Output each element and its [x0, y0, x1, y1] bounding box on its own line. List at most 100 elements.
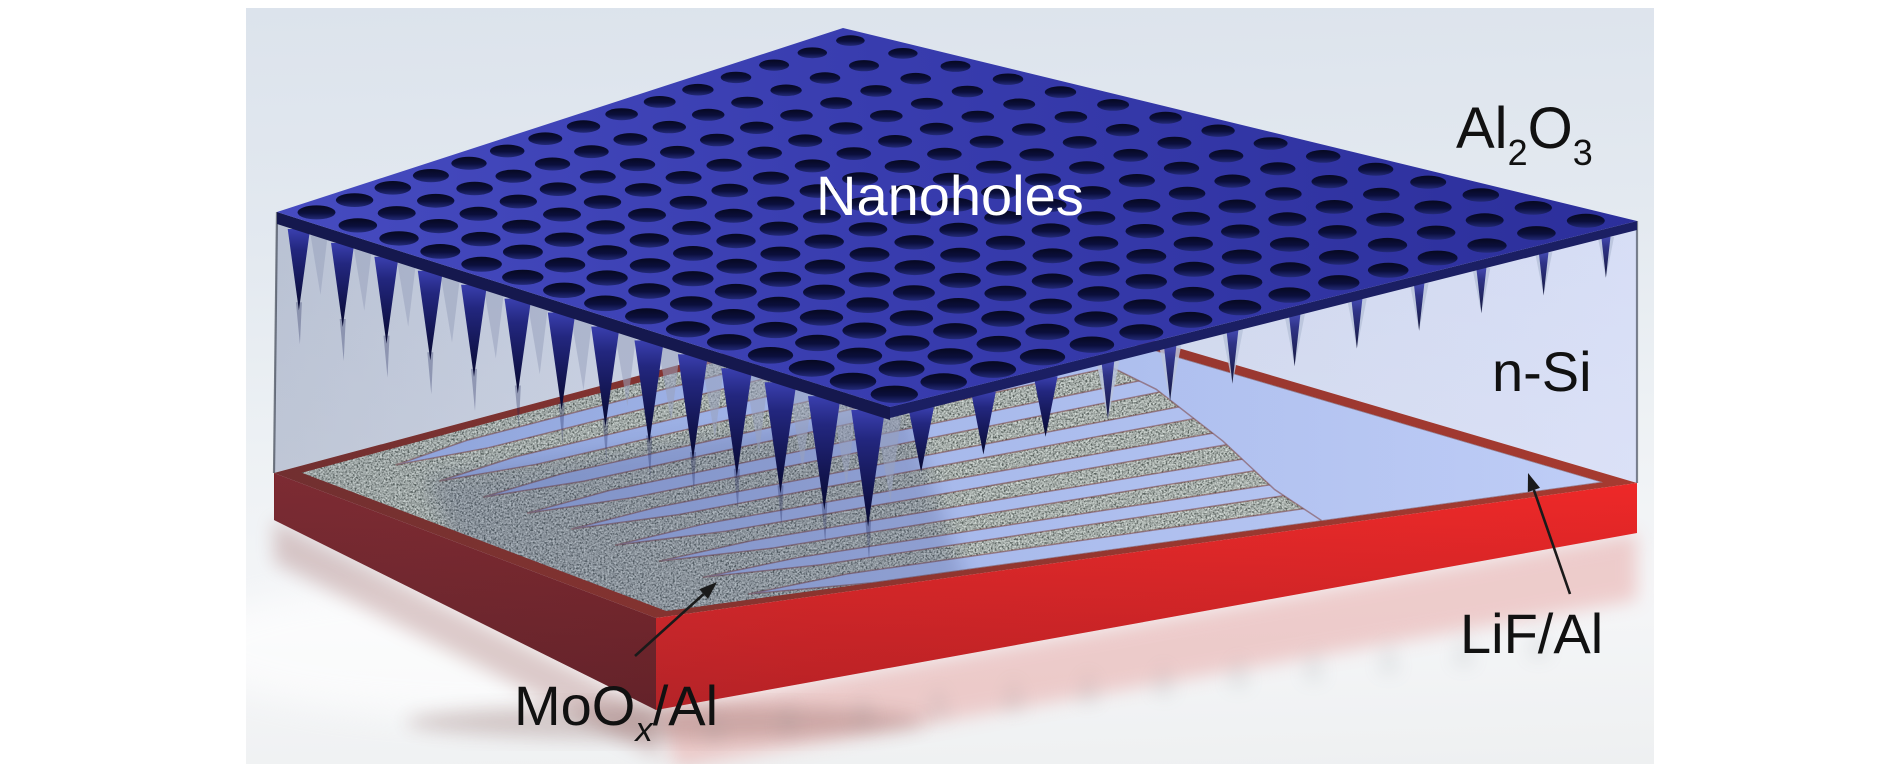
nanocone-core [1351, 298, 1363, 349]
nanohole [613, 133, 648, 146]
spike-reflection [702, 706, 725, 741]
nanohole [1268, 287, 1311, 303]
nanocone-core [1101, 360, 1115, 420]
nanohole [849, 247, 890, 262]
nanohole [1169, 311, 1213, 328]
nanohole [1113, 148, 1148, 162]
nanohole [870, 385, 918, 403]
spike-reflection [927, 683, 950, 718]
nanohole [1265, 187, 1302, 201]
cone-shadow-tail [339, 319, 346, 361]
nanohole [1318, 225, 1357, 240]
nanohole [1012, 123, 1046, 136]
nanohole [1214, 174, 1251, 188]
nanohole [829, 372, 877, 390]
nanohole [894, 260, 936, 276]
nanohole [848, 222, 888, 237]
nanohole [412, 169, 449, 183]
nanohole [1173, 261, 1215, 277]
nanohole [1126, 249, 1167, 264]
nanohole [1218, 199, 1256, 214]
nanocone [764, 382, 797, 494]
nanohole [1221, 274, 1263, 290]
nanohole [1077, 211, 1116, 226]
cone-shadow-tail [777, 485, 784, 528]
nanohole [1566, 213, 1605, 228]
nanohole [984, 210, 1023, 225]
nanohole [937, 298, 980, 314]
nanohole [910, 97, 943, 110]
nanohole [849, 60, 879, 72]
ghost-cone [745, 374, 769, 454]
al2o3-nanohole-plate [277, 28, 1637, 407]
nanohole [731, 96, 764, 109]
nanohole [759, 221, 799, 236]
nanohole [643, 96, 676, 108]
ghost-cone [788, 388, 813, 470]
nanohole [940, 247, 981, 263]
nanohole [543, 207, 581, 222]
cone-shadow-tail [865, 518, 872, 561]
nanohole [933, 323, 978, 340]
nanohole [1305, 150, 1341, 163]
nanohole [338, 218, 378, 233]
nanohole [804, 234, 844, 249]
nanohole [1078, 236, 1119, 251]
ghost-cone [527, 305, 549, 375]
cone-shadow-tail [690, 452, 696, 495]
nanohole [799, 309, 844, 326]
ghost-cone [701, 360, 725, 438]
nanohole [889, 184, 927, 199]
cone-shadow-tail [514, 385, 521, 428]
nanohole [625, 308, 669, 325]
nanoholes-text: Nanoholes [816, 164, 1084, 227]
cone-shadow-tail [558, 402, 565, 445]
nanohole [1163, 161, 1200, 175]
nanohole [660, 145, 695, 159]
nanohole [981, 185, 1018, 200]
spike-reflection [1002, 676, 1025, 711]
ghost-cone [310, 235, 328, 295]
nanohole [1168, 186, 1206, 201]
ghost-cone [832, 402, 857, 486]
ghost-cone [354, 249, 372, 311]
nanocone [504, 298, 532, 394]
ghost-cone [397, 263, 416, 327]
nanohole [716, 258, 757, 274]
device-schematic-figure: Nanoholes Al2O3 n-Si LiF/Al MoOx/Al [246, 8, 1654, 764]
nanohole [665, 171, 702, 185]
nanohole-array [297, 35, 1605, 403]
nanocone-core [1288, 314, 1301, 367]
nanohole [682, 83, 714, 96]
ghost-cone [484, 291, 505, 359]
cone-shadow-tail [646, 435, 653, 478]
nanohole [691, 108, 725, 121]
nanohole [1069, 336, 1115, 353]
nanohole [1097, 99, 1130, 111]
nanohole [870, 110, 903, 123]
nanohole [669, 195, 707, 210]
nanohole [770, 84, 802, 97]
label-n-si: n-Si [1492, 344, 1592, 400]
label-lif-al: LiF/Al [1460, 606, 1603, 662]
nanohole [673, 246, 713, 261]
nanohole [459, 206, 498, 221]
nanohole [829, 122, 863, 135]
nanohole [970, 361, 1017, 378]
nanohole [961, 110, 995, 123]
nanocone-core [1601, 236, 1611, 278]
nanohole [894, 235, 934, 250]
cone-shadow-tail [427, 352, 434, 395]
nanohole [1119, 324, 1164, 341]
nanocone [461, 284, 487, 377]
nanohole [1062, 136, 1097, 149]
nanohole [1019, 348, 1066, 366]
nanohole [714, 208, 753, 223]
cone-shadow-tail [295, 302, 302, 345]
nanocone [851, 410, 885, 527]
spike-reflections [702, 623, 1550, 741]
nanohole [927, 147, 962, 161]
nanocone-spikes [287, 229, 1615, 561]
ghost-cone [571, 319, 593, 391]
